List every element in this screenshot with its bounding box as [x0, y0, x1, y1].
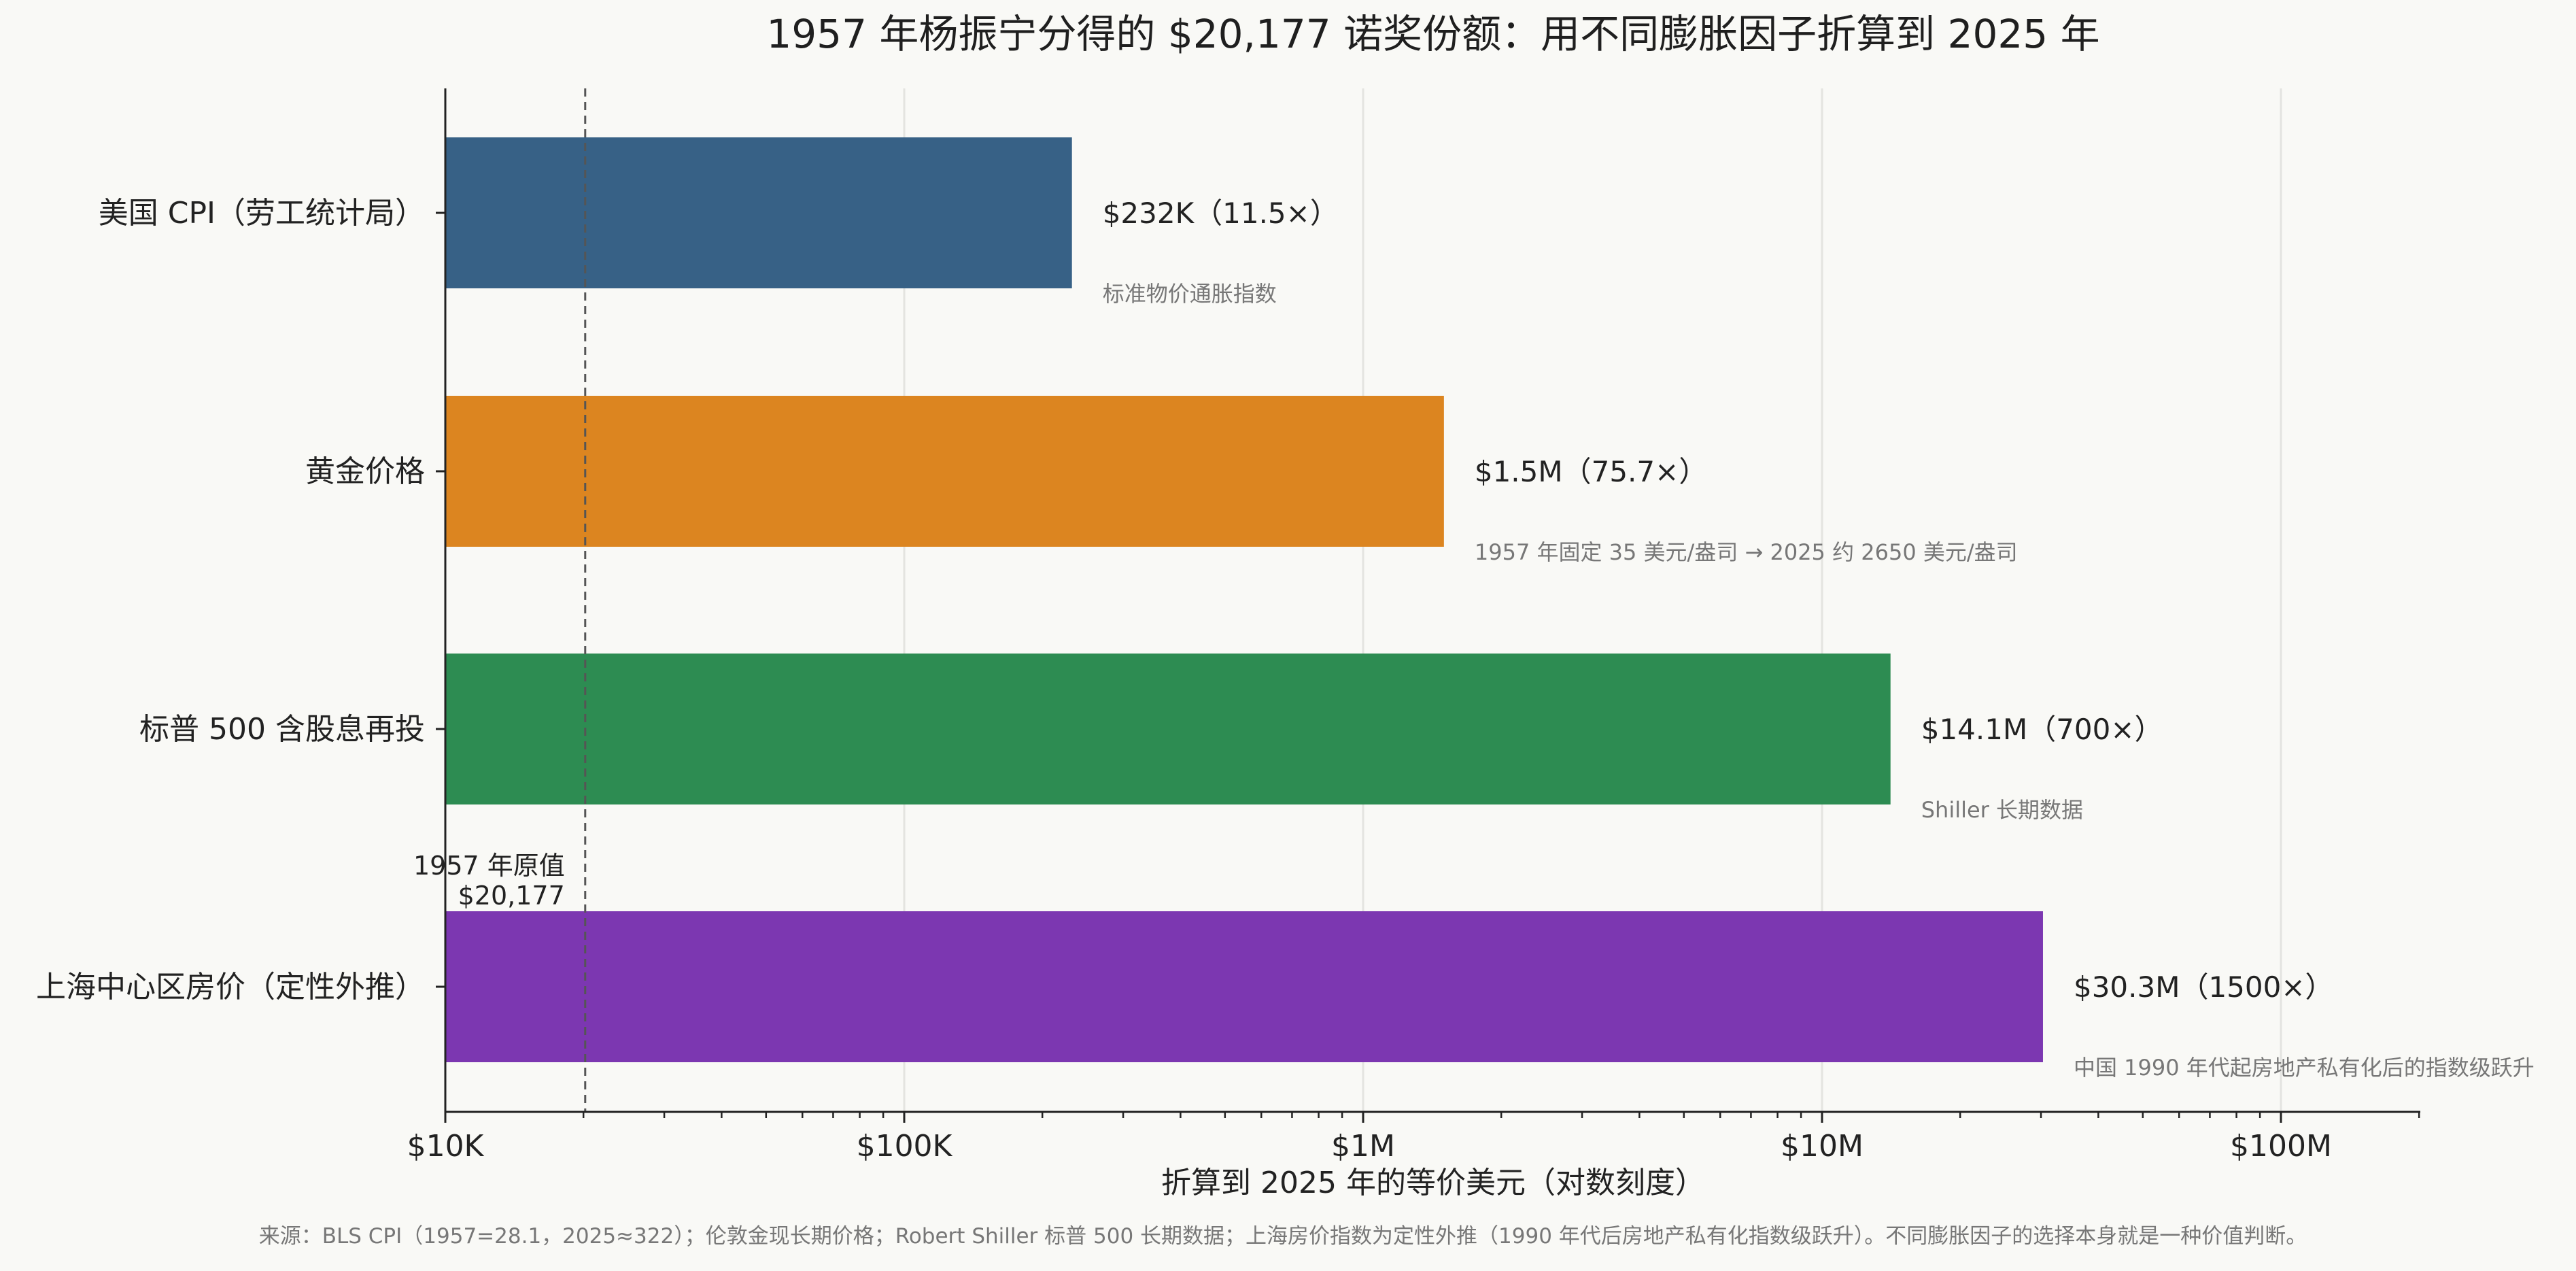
x-axis-label: 折算到 2025 年的等价美元（对数刻度）: [1161, 1166, 1705, 1200]
reference-label: 1957 年原值: [413, 851, 565, 881]
value-label: $14.1M（700×）: [1921, 713, 2163, 746]
category-label: 黄金价格: [305, 454, 425, 489]
bar: [445, 137, 1072, 288]
note-label: 1957 年固定 35 美元/盎司 → 2025 约 2650 美元/盎司: [1475, 539, 2018, 565]
bars: [445, 137, 2043, 1062]
x-tick-label: $100M: [2230, 1129, 2332, 1164]
note-label: 标准物价通胀指数: [1103, 281, 1277, 307]
x-tick-label: $100K: [857, 1129, 953, 1164]
bar: [445, 654, 1891, 804]
source-note: 来源：BLS CPI（1957=28.1，2025≈322）；伦敦金现长期价格；…: [259, 1224, 2307, 1249]
value-label: $1.5M（75.7×）: [1475, 455, 1707, 488]
category-label: 标普 500 含股息再投: [139, 712, 425, 747]
chart-title: 1957 年杨振宁分得的 $20,177 诺奖份额：用不同膨胀因子折算到 202…: [766, 11, 2099, 57]
category-label: 上海中心区房价（定性外推）: [36, 970, 425, 1004]
value-label: $232K（11.5×）: [1103, 197, 1339, 230]
bar: [445, 396, 1444, 547]
axes: [436, 88, 2420, 1123]
value-label: $30.3M（1500×）: [2074, 970, 2334, 1004]
bar: [445, 911, 2043, 1062]
category-label: 美国 CPI（劳工统计局）: [99, 196, 425, 231]
labels: $232K（11.5×） 标准物价通胀指数 美国 CPI（劳工统计局） $1.5M（7…: [36, 196, 2535, 1164]
x-tick-label: $1M: [1331, 1129, 1395, 1164]
reference-value-label: $20,177: [458, 881, 565, 911]
note-label: 中国 1990 年代起房地产私有化后的指数级跃升: [2074, 1055, 2535, 1081]
note-label: Shiller 长期数据: [1921, 797, 2083, 823]
x-tick-label: $10M: [1781, 1129, 1864, 1164]
x-tick-label: $10K: [407, 1129, 485, 1164]
